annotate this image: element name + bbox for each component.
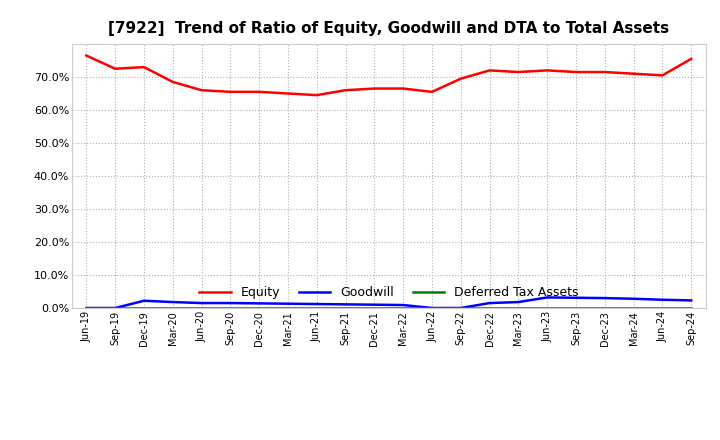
Equity: [456, 76, 465, 81]
Deferred Tax Assets: [341, 305, 350, 311]
Deferred Tax Assets: [543, 305, 552, 311]
Equity: [168, 79, 177, 84]
Deferred Tax Assets: [82, 305, 91, 311]
Goodwill: [284, 301, 292, 306]
Deferred Tax Assets: [456, 305, 465, 311]
Goodwill: [543, 295, 552, 300]
Deferred Tax Assets: [687, 305, 696, 311]
Equity: [485, 68, 494, 73]
Equity: [197, 88, 206, 93]
Goodwill: [399, 302, 408, 308]
Equity: [658, 73, 667, 78]
Deferred Tax Assets: [514, 305, 523, 311]
Equity: [111, 66, 120, 71]
Equity: [341, 88, 350, 93]
Deferred Tax Assets: [284, 305, 292, 311]
Equity: [284, 91, 292, 96]
Goodwill: [629, 296, 638, 301]
Equity: [312, 92, 321, 98]
Deferred Tax Assets: [370, 305, 379, 311]
Equity: [370, 86, 379, 91]
Goodwill: [226, 301, 235, 306]
Deferred Tax Assets: [226, 305, 235, 311]
Goodwill: [197, 301, 206, 306]
Equity: [600, 70, 609, 75]
Goodwill: [82, 305, 91, 311]
Deferred Tax Assets: [485, 305, 494, 311]
Goodwill: [255, 301, 264, 306]
Equity: [572, 70, 580, 75]
Equity: [687, 56, 696, 62]
Goodwill: [514, 299, 523, 304]
Equity: [543, 68, 552, 73]
Goodwill: [370, 302, 379, 307]
Deferred Tax Assets: [111, 305, 120, 311]
Equity: [514, 70, 523, 75]
Goodwill: [168, 299, 177, 304]
Title: [7922]  Trend of Ratio of Equity, Goodwill and DTA to Total Assets: [7922] Trend of Ratio of Equity, Goodwil…: [108, 21, 670, 36]
Equity: [140, 64, 148, 70]
Goodwill: [312, 301, 321, 307]
Deferred Tax Assets: [658, 305, 667, 311]
Equity: [629, 71, 638, 76]
Equity: [82, 53, 91, 58]
Deferred Tax Assets: [600, 305, 609, 311]
Equity: [226, 89, 235, 95]
Goodwill: [485, 301, 494, 306]
Goodwill: [687, 298, 696, 303]
Deferred Tax Assets: [572, 305, 580, 311]
Goodwill: [341, 302, 350, 307]
Deferred Tax Assets: [399, 305, 408, 311]
Goodwill: [111, 305, 120, 311]
Equity: [255, 89, 264, 95]
Deferred Tax Assets: [629, 305, 638, 311]
Deferred Tax Assets: [168, 305, 177, 311]
Goodwill: [428, 305, 436, 311]
Goodwill: [140, 298, 148, 304]
Equity: [399, 86, 408, 91]
Deferred Tax Assets: [312, 305, 321, 311]
Equity: [428, 89, 436, 95]
Legend: Equity, Goodwill, Deferred Tax Assets: Equity, Goodwill, Deferred Tax Assets: [194, 282, 583, 304]
Deferred Tax Assets: [197, 305, 206, 311]
Goodwill: [456, 305, 465, 311]
Deferred Tax Assets: [255, 305, 264, 311]
Line: Equity: Equity: [86, 55, 691, 95]
Deferred Tax Assets: [428, 305, 436, 311]
Line: Goodwill: Goodwill: [86, 297, 691, 308]
Goodwill: [600, 296, 609, 301]
Goodwill: [658, 297, 667, 302]
Deferred Tax Assets: [140, 305, 148, 311]
Goodwill: [572, 295, 580, 301]
